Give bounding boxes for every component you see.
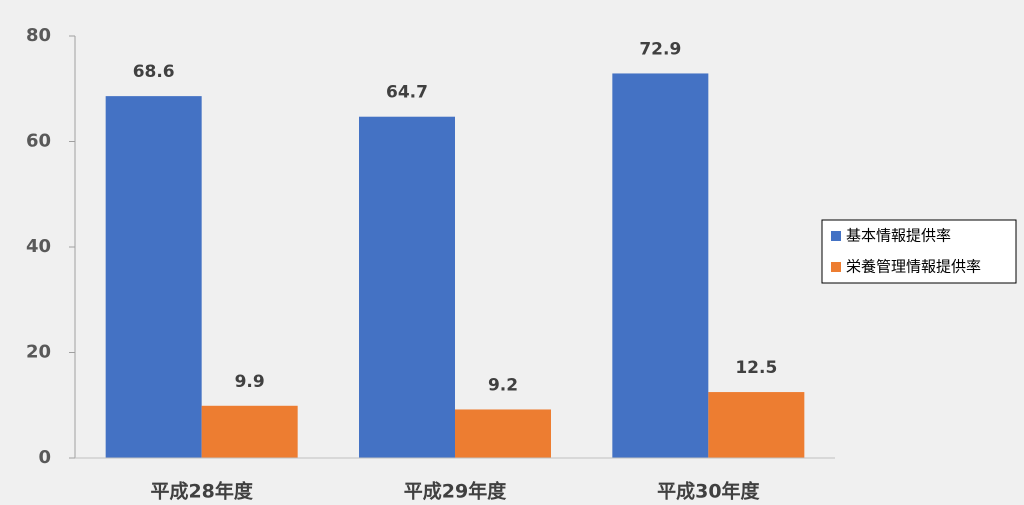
bar — [455, 409, 551, 458]
y-tick-label: 60 — [26, 131, 51, 152]
bar — [612, 73, 709, 458]
y-tick-label: 80 — [26, 25, 51, 46]
y-tick-label: 0 — [38, 447, 51, 468]
legend-swatch — [831, 262, 841, 272]
x-tick-label: 平成30年度 — [657, 480, 760, 503]
data-label: 64.7 — [386, 83, 428, 103]
bar — [201, 405, 298, 458]
y-tick-label: 20 — [26, 342, 51, 363]
legend-swatch — [831, 231, 841, 241]
bar — [359, 116, 455, 459]
y-tick-label: 40 — [26, 236, 51, 257]
data-label: 68.6 — [133, 62, 175, 82]
x-tick-label: 平成29年度 — [404, 480, 507, 503]
legend-label: 基本情報提供率 — [846, 227, 951, 245]
x-tick-label: 平成28年度 — [150, 480, 253, 503]
data-label: 9.9 — [235, 372, 265, 392]
data-label: 9.2 — [488, 375, 518, 395]
bar — [708, 392, 805, 458]
legend-box — [821, 219, 1017, 284]
bar — [105, 96, 202, 458]
legend-label: 栄養管理情報提供率 — [846, 258, 981, 276]
data-label: 72.9 — [639, 39, 681, 59]
data-label: 12.5 — [735, 358, 777, 378]
